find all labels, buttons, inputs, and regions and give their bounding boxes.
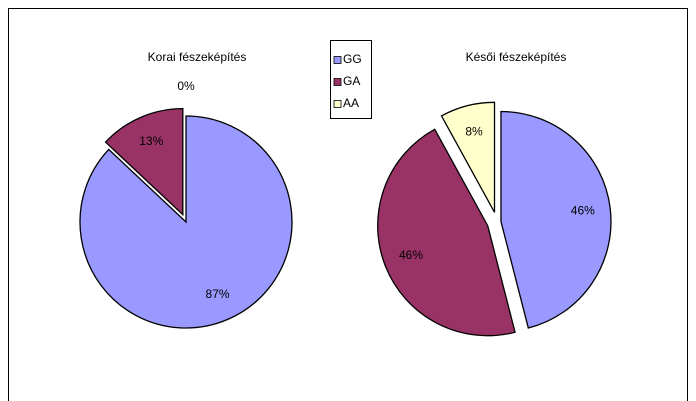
pie-slice <box>377 128 516 337</box>
data-label: 8% <box>465 125 483 139</box>
legend-swatch <box>333 100 342 108</box>
pie-slice <box>104 108 184 217</box>
data-label: 87% <box>206 287 230 301</box>
legend-swatch <box>333 56 342 64</box>
data-label: 0% <box>177 79 195 93</box>
pie-slice <box>79 115 293 329</box>
chart-frame <box>8 8 688 401</box>
chart-title: Késői fészeképítés <box>466 50 567 64</box>
data-label: 46% <box>399 248 423 262</box>
chart-title: Korai fészeképítés <box>148 50 247 64</box>
legend-label: GA <box>343 74 360 88</box>
data-label: 46% <box>571 203 595 217</box>
legend-swatch <box>333 78 342 86</box>
legend-label: AA <box>343 96 359 110</box>
pie-slice <box>440 101 496 213</box>
data-label: 13% <box>139 134 163 148</box>
legend-label: GG <box>343 52 362 66</box>
pie-slice <box>500 110 612 329</box>
